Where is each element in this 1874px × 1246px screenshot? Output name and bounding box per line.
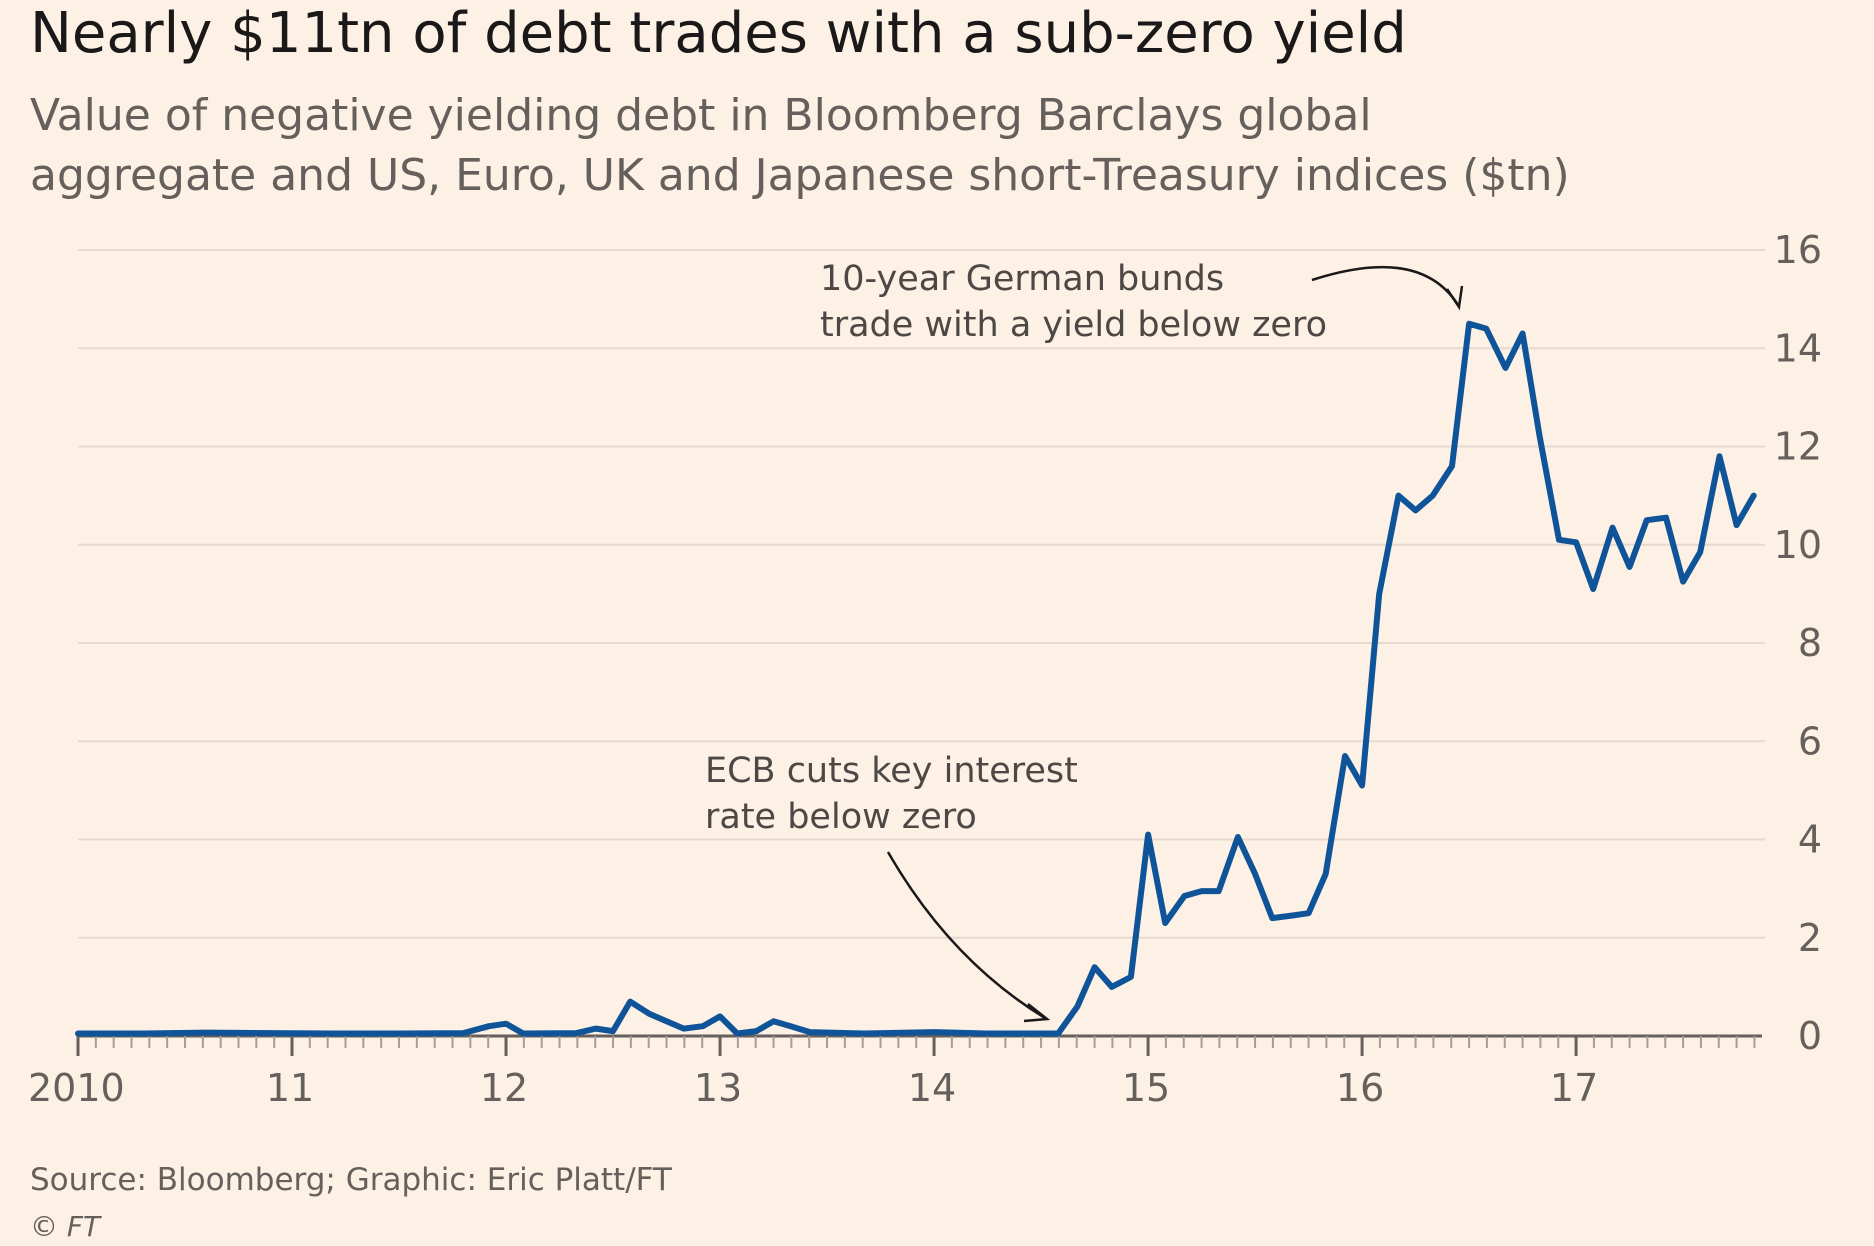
y-tick-label-10: 10 bbox=[1774, 523, 1822, 567]
y-tick-label-6: 6 bbox=[1798, 719, 1822, 763]
x-tick-label-17: 17 bbox=[1550, 1066, 1598, 1110]
y-tick-label-12: 12 bbox=[1774, 425, 1822, 469]
annotation-bunds-line-1: 10-year German bunds bbox=[820, 259, 1224, 299]
x-tick-label-14: 14 bbox=[908, 1066, 956, 1110]
copyright-note: © FT bbox=[30, 1210, 102, 1243]
x-tick-label-13: 13 bbox=[694, 1066, 742, 1110]
y-tick-label-4: 4 bbox=[1798, 818, 1822, 862]
annotation-bunds-line-2: trade with a yield below zero bbox=[820, 305, 1327, 345]
chart-title: Nearly $11tn of debt trades with a sub-z… bbox=[30, 1, 1407, 66]
x-tick-label-2010: 2010 bbox=[28, 1066, 125, 1110]
series-line-0 bbox=[78, 324, 1754, 1034]
x-axis: 2010 11 12 13 14 15 16 17 bbox=[28, 1036, 1762, 1110]
chart-subtitle-line-2: aggregate and US, Euro, UK and Japanese … bbox=[30, 150, 1570, 201]
x-tick-label-12: 12 bbox=[480, 1066, 528, 1110]
y-tick-label-2: 2 bbox=[1798, 916, 1822, 960]
y-tick-label-16: 16 bbox=[1774, 228, 1822, 272]
annotation-ecb-line-1: ECB cuts key interest bbox=[705, 751, 1078, 791]
annotation-ecb-arrow bbox=[888, 852, 1045, 1018]
source-note: Source: Bloomberg; Graphic: Eric Platt/F… bbox=[30, 1162, 673, 1198]
y-tick-label-14: 14 bbox=[1774, 326, 1822, 370]
annotation-bunds-arrowhead bbox=[1447, 286, 1462, 307]
x-tick-label-15: 15 bbox=[1122, 1066, 1170, 1110]
y-tick-label-0: 0 bbox=[1798, 1014, 1822, 1058]
annotation-ecb-line-2: rate below zero bbox=[705, 797, 977, 837]
annotation-ecb: ECB cuts key interest rate below zero bbox=[705, 751, 1078, 1021]
y-tick-label-8: 8 bbox=[1798, 621, 1822, 665]
y-axis-tick-labels: 0 2 4 6 8 10 12 14 16 bbox=[1774, 228, 1822, 1058]
x-tick-label-16: 16 bbox=[1336, 1066, 1384, 1110]
x-tick-label-11: 11 bbox=[266, 1066, 314, 1110]
chart: Nearly $11tn of debt trades with a sub-z… bbox=[0, 0, 1874, 1246]
annotation-bunds-arrow bbox=[1312, 267, 1458, 305]
series-layer bbox=[78, 324, 1754, 1034]
annotation-bunds: 10-year German bunds trade with a yield … bbox=[820, 259, 1462, 345]
chart-subtitle-line-1: Value of negative yielding debt in Bloom… bbox=[30, 90, 1372, 141]
